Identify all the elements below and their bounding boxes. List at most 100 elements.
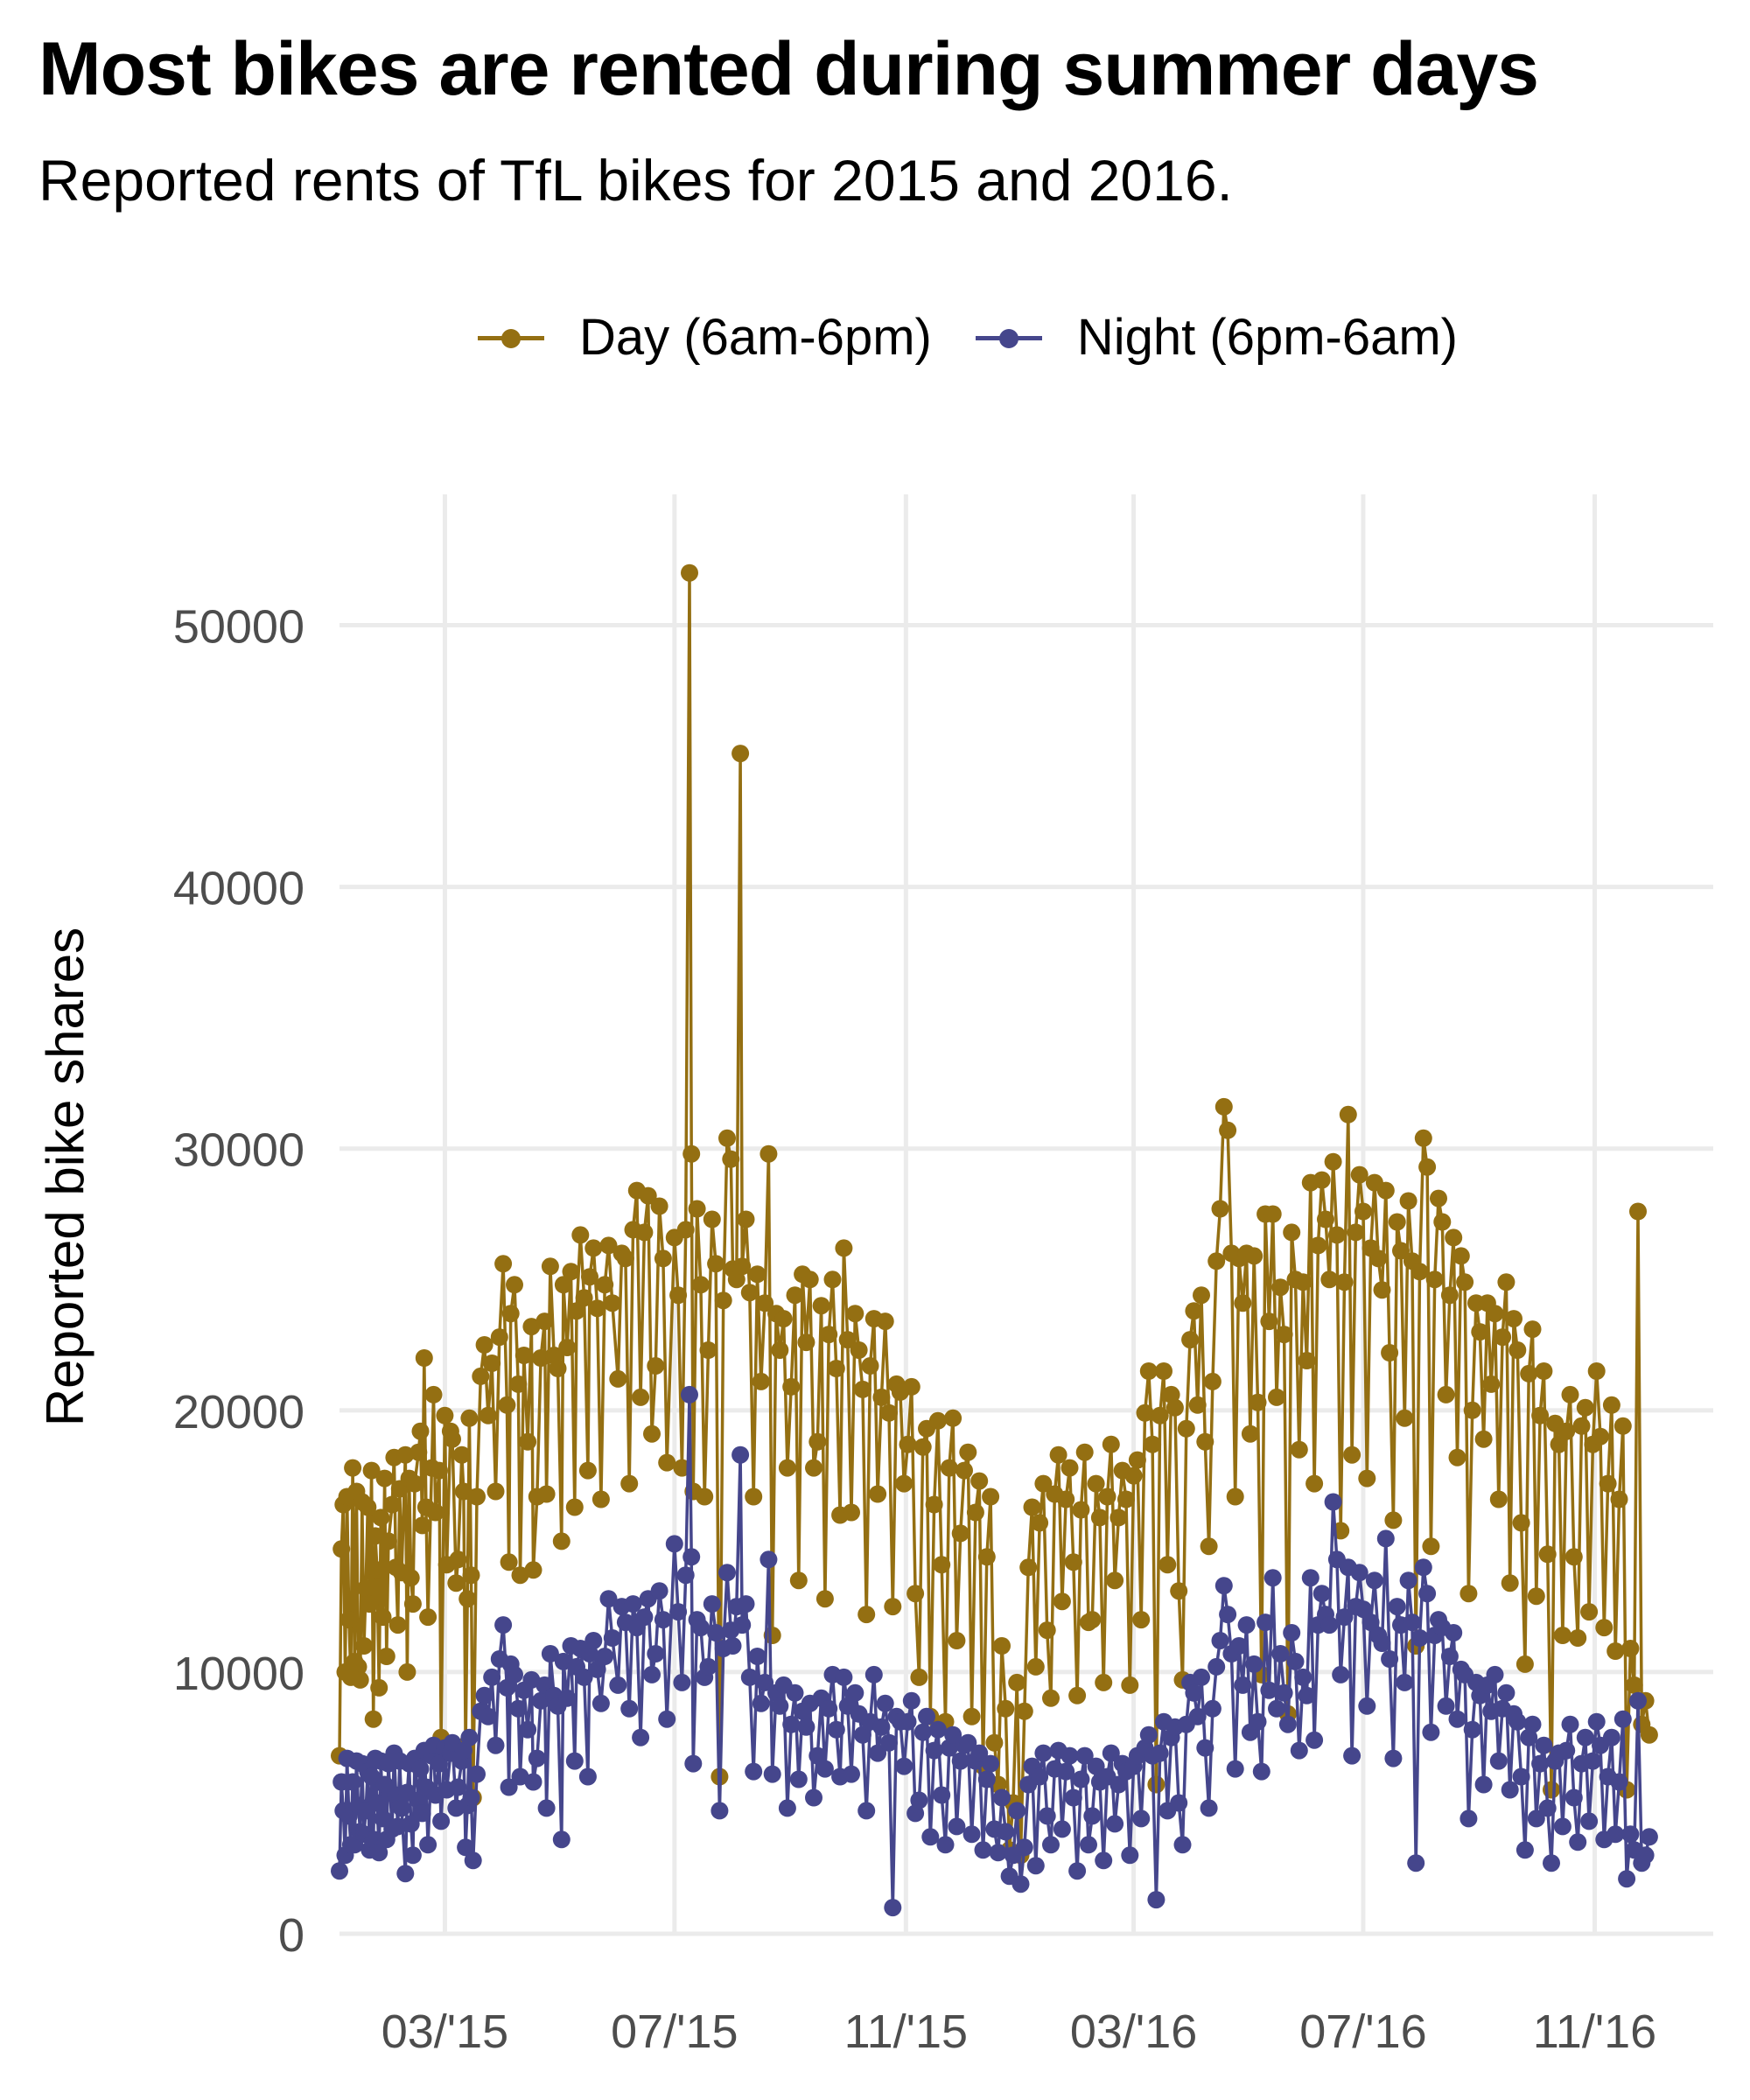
data-point xyxy=(1629,1691,1647,1710)
data-point xyxy=(1569,1833,1587,1852)
data-point xyxy=(925,1495,943,1514)
data-point xyxy=(603,1629,621,1647)
data-point xyxy=(1520,1364,1538,1382)
data-point xyxy=(1060,1459,1079,1477)
data-point xyxy=(682,1144,701,1163)
data-point xyxy=(884,1899,902,1917)
data-point xyxy=(696,1488,714,1506)
data-point xyxy=(1298,1352,1316,1369)
data-point xyxy=(740,1668,759,1686)
data-point xyxy=(366,1527,384,1545)
data-point xyxy=(1128,1451,1146,1469)
data-point xyxy=(370,1678,388,1697)
data-point xyxy=(1324,1493,1342,1511)
data-point xyxy=(1501,1781,1519,1799)
data-point xyxy=(415,1349,433,1367)
data-point xyxy=(858,1606,876,1624)
data-point xyxy=(1158,1556,1177,1574)
data-point xyxy=(1516,1841,1534,1859)
data-point xyxy=(673,1673,691,1691)
data-point xyxy=(541,1257,559,1276)
data-point xyxy=(479,1406,497,1424)
data-point xyxy=(364,1710,382,1728)
data-point xyxy=(1610,1773,1628,1791)
data-point xyxy=(1234,1294,1252,1312)
data-point xyxy=(786,1684,804,1702)
data-point xyxy=(1508,1712,1527,1731)
data-point xyxy=(1410,1263,1429,1281)
data-point xyxy=(599,1590,618,1608)
data-point xyxy=(1602,1728,1620,1746)
data-point xyxy=(956,1461,973,1480)
data-point xyxy=(771,1341,789,1359)
data-point xyxy=(993,1637,1011,1655)
data-point xyxy=(1226,1760,1244,1778)
data-point xyxy=(732,1446,750,1464)
data-point xyxy=(1602,1396,1620,1414)
data-point xyxy=(940,1459,958,1477)
legend-label-night: Night (6pm-6am) xyxy=(1076,309,1458,366)
data-point xyxy=(1117,1490,1135,1508)
data-point xyxy=(1376,1181,1395,1200)
data-point xyxy=(789,1770,808,1788)
data-point xyxy=(797,1718,816,1736)
data-point xyxy=(452,1446,471,1464)
data-point xyxy=(1264,1569,1282,1587)
data-point xyxy=(1489,1752,1508,1770)
data-point xyxy=(1234,1676,1252,1694)
data-point xyxy=(658,1453,676,1472)
data-point xyxy=(902,1691,920,1710)
data-point xyxy=(748,1648,766,1665)
data-point xyxy=(805,1459,822,1477)
data-point xyxy=(511,1566,529,1585)
legend: Day (6am-6pm) Night (6pm-6am) xyxy=(472,308,1496,367)
data-point xyxy=(691,1276,710,1294)
data-point xyxy=(827,1360,845,1377)
data-point xyxy=(858,1802,876,1820)
data-point xyxy=(962,1707,981,1726)
data-point xyxy=(1606,1825,1625,1844)
data-point xyxy=(789,1572,808,1590)
data-point xyxy=(419,1836,438,1854)
data-point xyxy=(1038,1807,1056,1825)
data-point xyxy=(1440,1286,1459,1305)
data-point xyxy=(1110,1508,1128,1527)
data-point xyxy=(1621,1640,1640,1657)
data-point xyxy=(1576,1728,1594,1746)
data-point xyxy=(460,1728,479,1746)
data-point xyxy=(1618,1870,1636,1888)
data-point xyxy=(906,1585,925,1603)
data-point xyxy=(1418,1158,1437,1176)
data-point xyxy=(899,1712,917,1731)
data-point xyxy=(571,1226,590,1244)
data-point xyxy=(1087,1474,1105,1493)
data-point xyxy=(388,1817,407,1836)
data-point xyxy=(982,1754,1000,1773)
data-point xyxy=(1121,1676,1139,1694)
data-point xyxy=(970,1744,989,1762)
data-point xyxy=(944,1409,962,1427)
data-point xyxy=(1369,1250,1388,1268)
data-point xyxy=(835,1668,853,1686)
data-point xyxy=(1347,1223,1365,1242)
x-tick-label: 03/'16 xyxy=(1070,2006,1197,2058)
data-point xyxy=(383,1495,402,1514)
data-point xyxy=(528,1749,546,1768)
data-point xyxy=(1049,1446,1068,1464)
data-point xyxy=(914,1438,932,1456)
data-point xyxy=(782,1715,801,1733)
data-point xyxy=(554,1276,572,1294)
data-point xyxy=(403,1846,422,1865)
data-point xyxy=(805,1788,822,1807)
data-point xyxy=(1460,1585,1478,1603)
data-point xyxy=(1286,1652,1305,1670)
data-point xyxy=(1561,1715,1579,1733)
data-point xyxy=(714,1292,732,1310)
data-point xyxy=(876,1312,894,1331)
data-point xyxy=(519,1432,537,1451)
data-point xyxy=(1245,1655,1264,1673)
data-point xyxy=(578,1768,597,1786)
data-point xyxy=(537,1799,556,1817)
data-point xyxy=(1245,1247,1264,1265)
data-point xyxy=(396,1446,415,1464)
